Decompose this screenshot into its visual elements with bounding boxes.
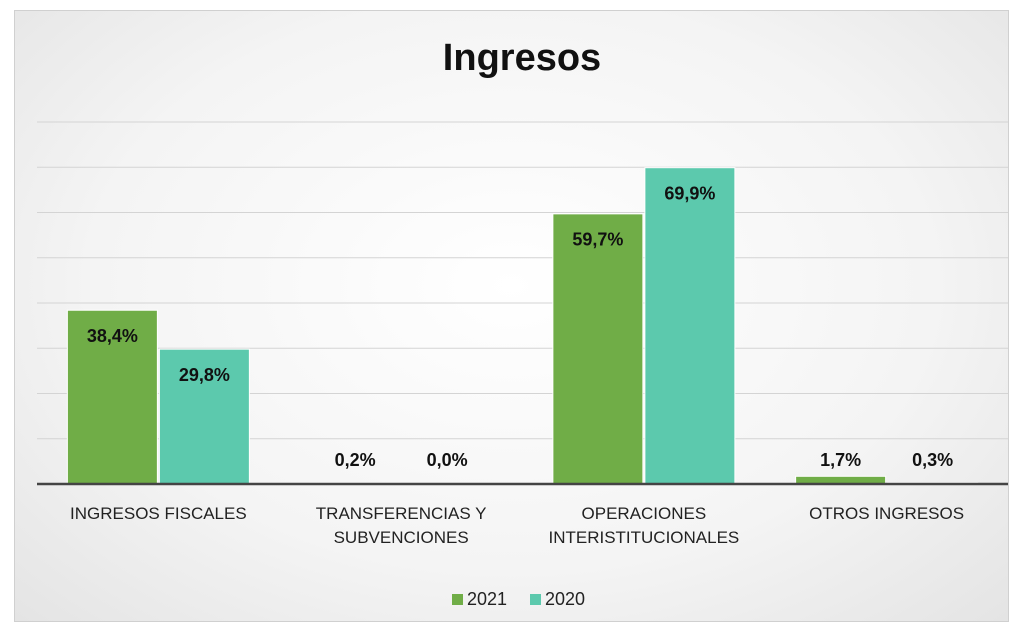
legend-label: 2021 — [467, 589, 507, 609]
data-label: 1,7% — [820, 450, 861, 470]
legend-swatch — [530, 594, 541, 605]
bar — [66, 309, 158, 485]
chart-frame — [14, 10, 1009, 622]
data-label: 69,9% — [664, 183, 715, 203]
bar — [552, 213, 644, 485]
bar — [158, 348, 250, 485]
x-tick-label: OPERACIONES INTERISTITUCIONALES — [548, 504, 740, 547]
data-label: 0,3% — [912, 450, 953, 470]
x-tick-label: OTROS INGRESOS — [809, 504, 965, 523]
data-label: 0,2% — [335, 450, 376, 470]
data-label: 38,4% — [87, 326, 138, 346]
legend-swatch — [452, 594, 463, 605]
data-label: 0,0% — [427, 450, 468, 470]
legend-label: 2020 — [545, 589, 585, 609]
x-tick-label: TRANSFERENCIAS Y SUBVENCIONES — [315, 504, 487, 547]
data-label: 59,7% — [572, 230, 623, 250]
x-tick-label: INGRESOS FISCALES — [70, 504, 247, 523]
data-label: 29,8% — [179, 365, 230, 385]
bar — [644, 167, 736, 485]
chart-title: Ingresos — [443, 37, 601, 79]
